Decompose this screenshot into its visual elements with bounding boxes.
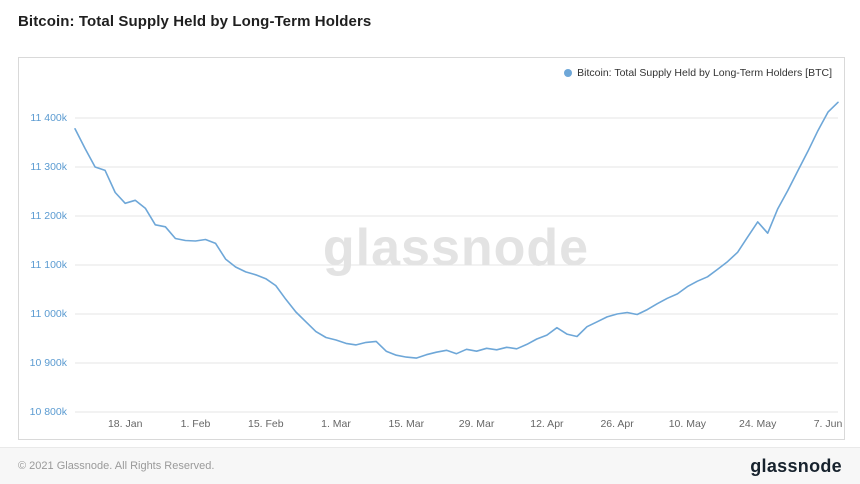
legend-marker-icon [564,69,573,77]
chart-svg[interactable] [19,58,844,439]
legend-label: Bitcoin: Total Supply Held by Long-Term … [577,67,832,79]
copyright-text: © 2021 Glassnode. All Rights Reserved. [18,460,215,472]
chart-area: glassnode 10 800k 10 900k 11 000k 11 100k 11… [19,58,844,439]
legend[interactable]: Bitcoin: Total Supply Held by Long-Term … [564,67,832,79]
footer: © 2021 Glassnode. All Rights Reserved. g… [0,447,860,484]
chart-panel: glassnode 10 800k 10 900k 11 000k 11 100k 11… [18,57,845,440]
page-title: Bitcoin: Total Supply Held by Long-Term … [18,13,372,30]
glassnode-logo: glassnode [750,455,842,476]
